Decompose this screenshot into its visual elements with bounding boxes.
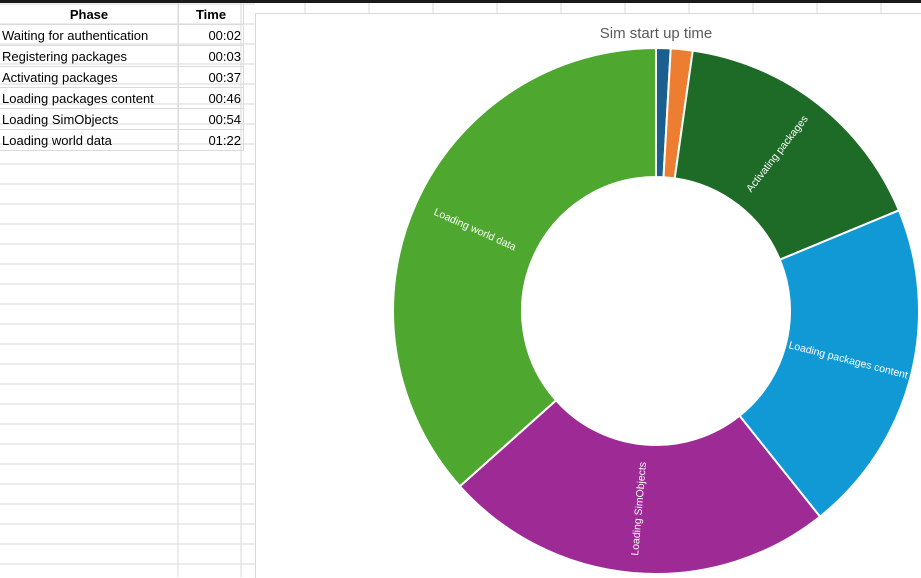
cell-time[interactable]: 00:54 xyxy=(178,108,244,130)
doughnut-chart[interactable]: Sim start up time Activating packagesLoa… xyxy=(256,14,921,578)
table-row: Loading world data 01:22 xyxy=(0,129,244,151)
slice-loading-world-data[interactable] xyxy=(392,46,657,488)
cell-phase[interactable]: Activating packages xyxy=(0,66,179,88)
cell-time[interactable]: 01:22 xyxy=(178,129,244,151)
table-row: Registering packages 00:03 xyxy=(0,45,244,67)
cell-phase[interactable]: Waiting for authentication xyxy=(0,24,179,46)
cell-phase[interactable]: Loading packages content xyxy=(0,87,179,109)
table-row: Waiting for authentication 00:02 xyxy=(0,24,244,46)
table-row: Activating packages 00:37 xyxy=(0,66,244,88)
slice-activating-packages[interactable] xyxy=(673,49,901,262)
slice-loading-simobjects[interactable] xyxy=(458,398,822,575)
table-row: Loading packages content 00:46 xyxy=(0,87,244,109)
slice-loading-packages-content[interactable] xyxy=(738,209,920,519)
cell-time[interactable]: 00:02 xyxy=(178,24,244,46)
cell-phase[interactable]: Loading world data xyxy=(0,129,179,151)
cell-phase[interactable]: Loading SimObjects xyxy=(0,108,179,130)
header-time[interactable]: Time xyxy=(178,4,244,25)
chart-slices xyxy=(392,46,920,575)
table-row: Loading SimObjects 00:54 xyxy=(0,108,244,130)
cell-time[interactable]: 00:46 xyxy=(178,87,244,109)
cell-time[interactable]: 00:03 xyxy=(178,45,244,67)
cell-phase[interactable]: Registering packages xyxy=(0,45,179,67)
data-table: Phase Time Waiting for authentication 00… xyxy=(0,4,244,151)
top-border xyxy=(0,0,921,3)
cell-time[interactable]: 00:37 xyxy=(178,66,244,88)
chart-title: Sim start up time xyxy=(600,25,713,42)
header-phase[interactable]: Phase xyxy=(0,4,179,25)
chart-area[interactable]: Sim start up time Activating packages Loa… xyxy=(255,13,921,578)
table-header-row: Phase Time xyxy=(0,4,244,25)
